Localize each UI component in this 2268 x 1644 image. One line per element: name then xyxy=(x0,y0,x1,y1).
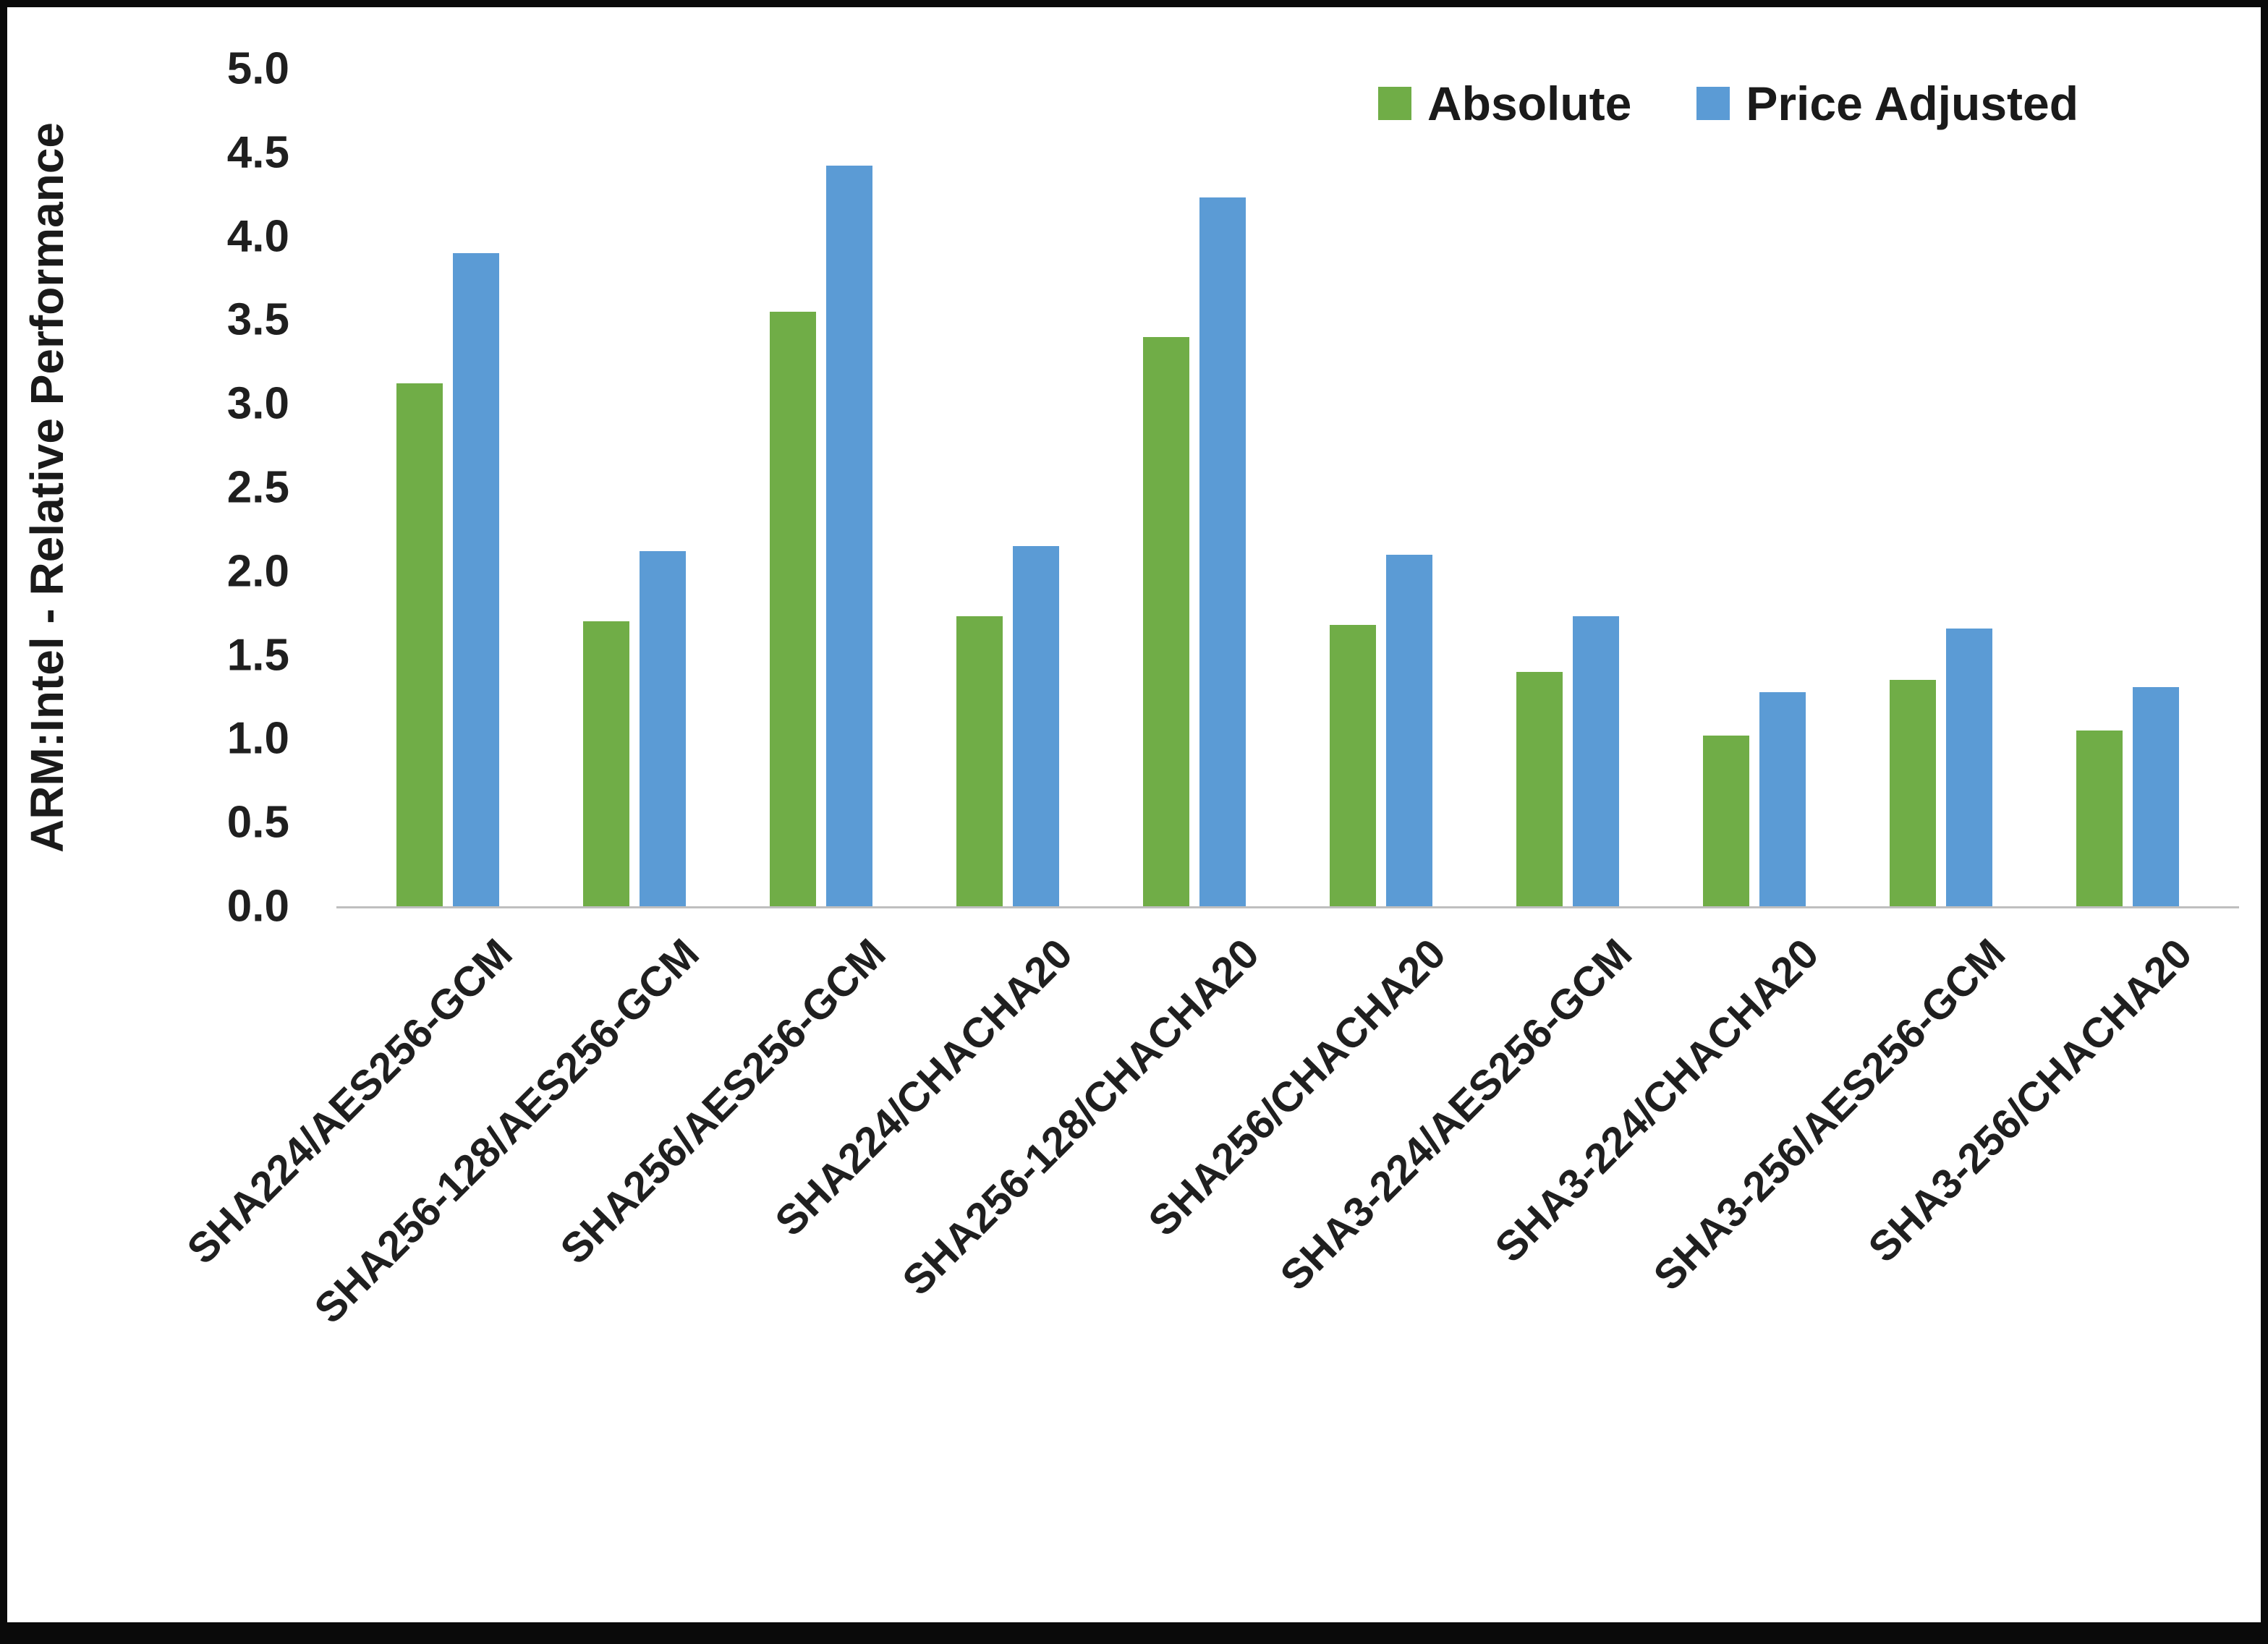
bar-absolute xyxy=(1330,624,1376,906)
bar-price-adjusted xyxy=(1759,691,1806,906)
bar-absolute xyxy=(1890,680,1936,906)
bar-absolute xyxy=(1703,735,1749,906)
bar-price-adjusted xyxy=(640,551,686,906)
legend-label: Price Adjusted xyxy=(1746,77,2079,130)
y-tick-label: 1.5 xyxy=(226,630,289,681)
legend-item-price-adjusted: Price Adjusted xyxy=(1696,76,2078,131)
bar-absolute xyxy=(1516,671,1563,906)
bar-absolute xyxy=(396,383,443,906)
bar-price-adjusted xyxy=(1573,616,1619,906)
bar-absolute xyxy=(1143,336,1189,906)
y-tick-label: 4.0 xyxy=(226,211,289,262)
bar-price-adjusted xyxy=(1386,554,1432,906)
bar-price-adjusted xyxy=(1946,628,1992,906)
y-tick-label: 2.0 xyxy=(226,546,289,597)
bar-absolute xyxy=(956,616,1003,906)
legend: Absolute Price Adjusted xyxy=(1378,76,2078,131)
bar-price-adjusted xyxy=(1199,197,1246,906)
legend-swatch-icon xyxy=(1696,87,1730,120)
x-axis-line xyxy=(336,906,2239,908)
y-axis-title: ARM:Intel - Relative Performance xyxy=(21,122,73,853)
bar-price-adjusted xyxy=(1013,546,1059,906)
bar-price-adjusted xyxy=(2133,686,2179,906)
y-tick-label: 1.0 xyxy=(226,713,289,764)
y-tick-label: 5.0 xyxy=(226,43,289,94)
bar-absolute xyxy=(583,621,629,906)
y-tick-label: 4.5 xyxy=(226,127,289,178)
y-tick-label: 0.0 xyxy=(226,881,289,932)
bar-absolute xyxy=(770,311,816,906)
bar-price-adjusted xyxy=(826,166,872,906)
y-tick-label: 2.5 xyxy=(226,462,289,513)
legend-label: Absolute xyxy=(1427,77,1632,130)
y-tick-label: 3.5 xyxy=(226,294,289,345)
bar-price-adjusted xyxy=(453,252,499,906)
bar-absolute xyxy=(2076,730,2123,906)
legend-swatch-icon xyxy=(1378,87,1411,120)
legend-item-absolute: Absolute xyxy=(1378,76,1631,131)
y-tick-label: 3.0 xyxy=(226,378,289,429)
bar-chart: ARM:Intel - Relative Performance 5.0 4.5 4… xyxy=(7,7,2261,1622)
y-tick-label: 0.5 xyxy=(226,797,289,848)
